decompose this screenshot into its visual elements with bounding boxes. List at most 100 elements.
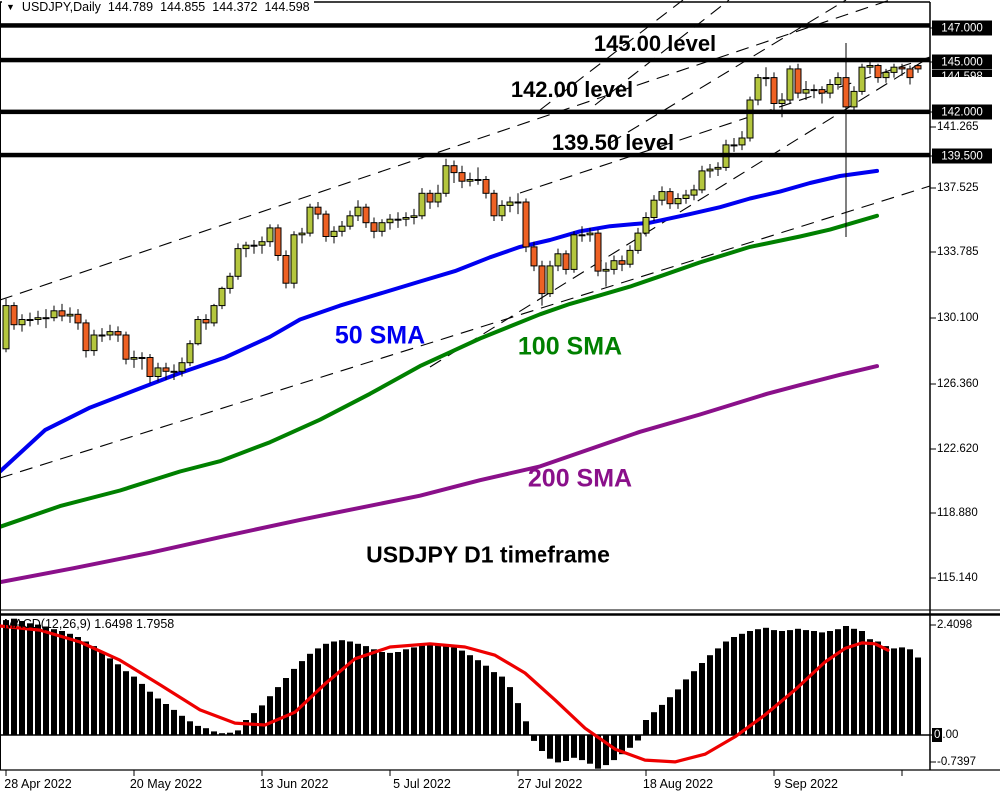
date-axis[interactable]	[0, 770, 1000, 800]
chart-symbol-period: USDJPY,Daily	[21, 0, 101, 14]
symbol-dropdown-icon[interactable]: ▼	[6, 2, 15, 12]
bear-candle	[314, 206, 322, 215]
chart-title-bar: ▼ USDJPY,Daily 144.789 144.855 144.372 1…	[2, 0, 314, 14]
bear-candle	[114, 331, 122, 336]
steep-channel-2[interactable]	[539, 0, 684, 111]
macd-histogram-bar	[219, 733, 225, 735]
level-label-139-50: 139.50 level	[551, 130, 675, 155]
bull-candle	[634, 232, 642, 251]
macd-histogram-bar	[11, 618, 17, 735]
macd-scale-bottom: -0.7397	[937, 756, 977, 768]
macd-histogram-bar	[131, 676, 137, 735]
bull-candle	[802, 89, 810, 94]
lower-trendline[interactable]	[0, 185, 931, 479]
macd-histogram-bar	[291, 668, 297, 735]
macd-histogram-bar	[835, 629, 841, 735]
bear-candle	[58, 310, 66, 317]
macd-histogram-bar	[419, 645, 425, 735]
bear-candle	[282, 255, 290, 284]
macd-histogram-bar	[379, 652, 385, 735]
bear-candle	[906, 68, 914, 79]
macd-histogram-bar	[483, 665, 489, 735]
bear-candle	[618, 260, 626, 265]
level-line-145[interactable]	[0, 57, 930, 63]
bull-candle	[698, 170, 706, 191]
macd-histogram-bar	[323, 643, 329, 735]
price-grid-label: 115.140	[937, 572, 978, 584]
bull-candle	[506, 201, 514, 206]
bull-candle	[2, 305, 10, 350]
macd-histogram-bar	[755, 629, 761, 735]
steep-channel-3[interactable]	[594, 0, 730, 106]
bull-candle	[546, 265, 554, 295]
level-line-142[interactable]	[0, 109, 930, 115]
macd-histogram-bar	[811, 631, 817, 735]
macd-histogram-bar	[523, 721, 529, 735]
price-axis[interactable]	[930, 0, 1000, 770]
bear-candle	[842, 77, 850, 108]
bull-candle	[98, 334, 106, 337]
macd-histogram-bar	[499, 676, 505, 735]
bear-candle	[490, 192, 498, 217]
macd-histogram-bar	[299, 661, 305, 735]
macd-histogram-bar	[763, 627, 769, 735]
ohlc-open: 144.789	[107, 0, 154, 14]
steep-channel-4[interactable]	[609, 0, 847, 144]
upper-trendline[interactable]	[0, 0, 891, 301]
bull-candle	[682, 194, 690, 200]
macd-histogram-bar	[827, 631, 833, 735]
level-line-147[interactable]	[0, 23, 930, 28]
bear-candle	[914, 65, 922, 70]
bull-candle	[210, 305, 218, 324]
bull-candle	[866, 65, 874, 68]
macd-histogram-bar	[579, 735, 585, 761]
steep-channel-1[interactable]	[429, 56, 931, 368]
macd-histogram-bar	[563, 735, 569, 761]
macd-histogram-bar	[651, 712, 657, 735]
bear-candle	[146, 357, 154, 377]
bull-candle	[610, 260, 618, 270]
macd-histogram-bar	[195, 725, 201, 735]
macd-histogram-bar	[147, 691, 153, 735]
level-line-139.5[interactable]	[0, 152, 930, 158]
price-level-badge: 145.000	[932, 54, 992, 70]
bear-candle	[426, 192, 434, 203]
macd-histogram-bar	[459, 650, 465, 735]
macd-histogram-bar	[283, 678, 289, 735]
bear-candle	[122, 334, 130, 360]
bear-candle	[370, 222, 378, 232]
current-price-badge: 144.598	[932, 70, 992, 77]
sma200-label: 200 SMA	[527, 464, 633, 493]
bull-candle	[138, 357, 146, 359]
bull-candle	[90, 334, 98, 352]
bull-candle	[418, 192, 426, 217]
macd-histogram-bar	[363, 646, 369, 735]
price-grid-label: 122.620	[937, 443, 979, 455]
macd-histogram-bar	[187, 721, 193, 735]
macd-histogram-bar	[603, 735, 609, 766]
bull-candle	[690, 189, 698, 196]
macd-histogram-bar	[51, 629, 57, 735]
macd-histogram-bar	[27, 623, 33, 735]
macd-histogram-bar	[99, 652, 105, 735]
bull-candle	[650, 199, 658, 218]
macd-histogram-bar	[747, 631, 753, 735]
sma100-label: 100 SMA	[517, 332, 623, 361]
macd-histogram-bar	[515, 703, 521, 735]
bull-candle	[178, 362, 186, 372]
macd-histogram-bar	[539, 735, 545, 751]
macd-histogram-bar	[355, 643, 361, 735]
bull-candle	[242, 244, 250, 250]
sma50-label: 50 SMA	[334, 321, 426, 350]
macd-histogram-bar	[83, 641, 89, 735]
macd-scale-top: 2.4098	[937, 619, 973, 631]
bull-candle	[474, 179, 482, 181]
macd-histogram-bar	[883, 646, 889, 735]
bull-candle	[578, 234, 586, 237]
timeframe-label: USDJPY D1 timeframe	[366, 541, 610, 568]
macd-histogram-bar	[475, 660, 481, 735]
date-axis-label: 27 Jul 2022	[517, 777, 583, 791]
date-axis-label: 28 Apr 2022	[4, 777, 72, 791]
